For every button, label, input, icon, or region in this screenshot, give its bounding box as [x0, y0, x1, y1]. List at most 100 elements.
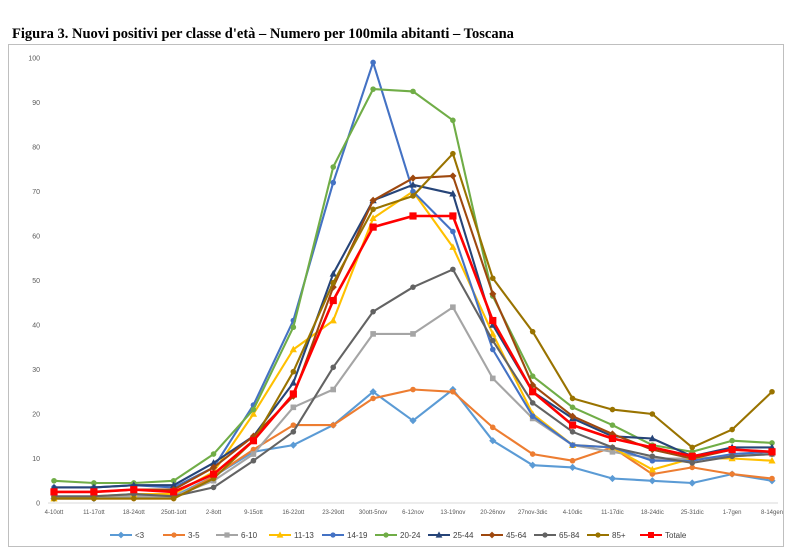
- x-tick-label: 9-15ott: [244, 510, 263, 516]
- data-point-Totale: [90, 488, 98, 496]
- legend-marker-25-44: [435, 531, 443, 538]
- data-point-Totale: [529, 388, 537, 396]
- legend-label-25-44: 25-44: [453, 531, 474, 540]
- data-point-25-44: [209, 459, 218, 466]
- data-point-45-64: [209, 463, 218, 471]
- y-tick-label: 50: [32, 278, 40, 285]
- data-point-3-5: [649, 471, 656, 477]
- data-point-85+: [410, 193, 416, 199]
- data-point-3-5: [689, 464, 696, 471]
- y-tick-label: 60: [32, 234, 40, 241]
- data-point-11-13: [489, 330, 497, 337]
- data-point-20-24: [370, 86, 376, 92]
- data-point-20-24: [529, 373, 536, 379]
- legend-label-14-19: 14-19: [347, 531, 368, 540]
- data-point-65-84: [689, 460, 696, 466]
- data-point-85+: [450, 150, 456, 157]
- data-point-11-13: [289, 345, 297, 353]
- data-point-85+: [91, 495, 97, 502]
- data-point-45-64: [489, 290, 497, 298]
- data-point-20-24: [569, 404, 576, 411]
- legend-label-11-13: 11-13: [294, 531, 314, 540]
- x-tick-label: 11-17dic: [601, 510, 624, 516]
- legend-marker-20-24: [383, 532, 389, 538]
- data-point-<3: [489, 437, 497, 445]
- data-point-<3: [409, 417, 417, 425]
- data-point-65-84: [290, 429, 297, 435]
- data-point-14-19: [330, 179, 337, 186]
- y-tick-label: 0: [36, 501, 40, 508]
- data-point-Totale: [728, 446, 736, 454]
- data-point-20-24: [170, 477, 177, 484]
- data-point-<3: [289, 441, 297, 449]
- data-point-45-64: [449, 172, 457, 180]
- data-point-11-13: [768, 456, 776, 464]
- legend-label-3-5: 3-5: [188, 531, 200, 540]
- data-point-11-13: [648, 465, 656, 473]
- data-point-14-19: [370, 59, 376, 66]
- data-point-Totale: [688, 452, 696, 460]
- data-point-85+: [729, 426, 735, 433]
- data-point-3-5: [370, 395, 376, 402]
- data-point-6-10: [370, 331, 376, 337]
- data-point-20-24: [91, 480, 97, 486]
- data-point-65-84: [250, 457, 257, 464]
- legend-marker-65-84: [542, 532, 548, 538]
- x-tick-label: 25ott-1ott: [161, 510, 187, 516]
- data-point-14-19: [649, 457, 656, 464]
- data-point-25-44: [170, 481, 178, 488]
- data-point-6-10: [250, 451, 257, 457]
- data-point-25-44: [449, 189, 457, 197]
- y-tick-label: 20: [32, 412, 40, 419]
- data-point-6-10: [330, 386, 337, 393]
- data-point-6-10: [450, 304, 456, 310]
- y-tick-label: 10: [32, 456, 40, 463]
- data-point-Totale: [170, 488, 178, 496]
- data-point-3-5: [330, 422, 337, 428]
- data-point-85+: [529, 328, 536, 335]
- data-point-Totale: [369, 223, 377, 231]
- data-point-85+: [51, 495, 57, 502]
- data-point-<3: [568, 463, 577, 471]
- legend-marker-3-5: [171, 532, 177, 538]
- data-point-Totale: [329, 296, 337, 305]
- legend-marker-45-64: [488, 531, 496, 539]
- data-point-85+: [649, 411, 656, 417]
- y-tick-label: 40: [32, 323, 40, 330]
- data-point-45-64: [369, 196, 377, 204]
- data-point-65-84: [489, 337, 496, 344]
- data-point-20-24: [769, 440, 775, 446]
- legend-label-20-24: 20-24: [400, 531, 421, 540]
- data-point-85+: [370, 206, 376, 213]
- x-tick-label: 13-19nov: [440, 510, 465, 516]
- x-tick-label: 8-14gen: [761, 510, 783, 516]
- data-point-65-84: [729, 453, 735, 460]
- data-point-14-19: [450, 228, 456, 235]
- data-point-3-5: [450, 388, 456, 395]
- data-point-20-24: [410, 88, 416, 95]
- data-point-65-84: [410, 284, 416, 290]
- data-point-65-84: [569, 429, 576, 435]
- data-point-6-10: [410, 331, 416, 337]
- data-point-11-13: [449, 243, 457, 250]
- y-tick-label: 90: [32, 100, 40, 107]
- legend-marker-85+: [595, 532, 601, 538]
- data-point-11-13: [249, 410, 258, 417]
- data-point-Totale: [489, 316, 497, 325]
- data-point-3-5: [489, 424, 496, 431]
- x-tick-label: 4-10dic: [563, 510, 583, 516]
- data-point-3-5: [529, 451, 536, 457]
- data-point-25-44: [648, 434, 656, 442]
- data-point-45-64: [409, 174, 417, 182]
- x-tick-label: 30ott-5nov: [359, 510, 387, 516]
- data-point-20-24: [729, 437, 735, 444]
- data-point-20-24: [51, 477, 57, 484]
- data-point-25-44: [289, 379, 297, 386]
- data-point-45-64: [568, 412, 577, 420]
- series-line-65-84: [52, 268, 774, 498]
- figure-title: Figura 3. Nuovi positivi per classe d'et…: [12, 26, 514, 42]
- data-point-20-24: [609, 422, 616, 428]
- chart-panel: [8, 44, 784, 547]
- data-point-6-10: [290, 404, 297, 411]
